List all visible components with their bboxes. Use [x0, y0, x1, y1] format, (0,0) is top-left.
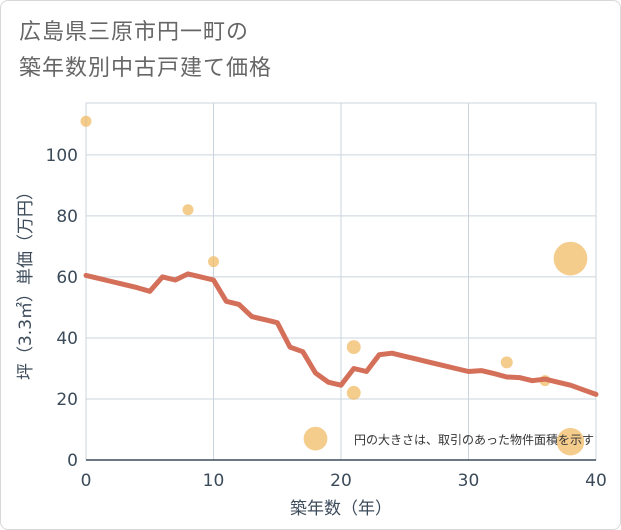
y-tick-label-100: 100 [46, 146, 78, 166]
trend-line [83, 271, 599, 397]
x-tick-label-40: 40 [585, 471, 607, 491]
size-note: 円の大きさは、取引のあった物件面積を示す [354, 432, 594, 447]
x-tick-label-20: 20 [330, 471, 352, 491]
y-tick-label-60: 60 [56, 268, 78, 288]
data-point-4 [346, 340, 361, 355]
grid-lines [85, 103, 597, 461]
data-point-9 [556, 427, 585, 456]
chart-title-line-2: 築年数別中古戸建て価格 [19, 56, 273, 81]
data-point-8 [553, 241, 588, 276]
x-tick-label-30: 30 [458, 471, 480, 491]
tick-labels: 0 10 20 30 40 0 20 40 60 80 100 [46, 146, 607, 491]
y-axis-label: 坪（3.3㎡）単価（万円） [16, 183, 36, 380]
data-point-3 [303, 426, 328, 451]
y-tick-label-80: 80 [56, 207, 78, 227]
chart-title: 広島県三原市円一町の 築年数別中古戸建て価格 [19, 15, 272, 87]
chart-title-line-1: 広島県三原市円一町の [19, 20, 250, 45]
data-point-1 [182, 204, 194, 216]
x-tick-label-10: 10 [203, 471, 225, 491]
data-points [80, 115, 588, 456]
y-tick-label-0: 0 [67, 451, 78, 471]
data-point-2 [208, 256, 219, 268]
data-point-0 [80, 115, 92, 127]
plot-frame [85, 102, 597, 461]
data-point-6 [500, 356, 513, 369]
x-tick-label-0: 0 [81, 471, 92, 491]
trend-line-group [83, 271, 599, 397]
y-tick-label-20: 20 [56, 390, 78, 410]
data-point-5 [346, 385, 361, 400]
x-axis-label: 築年数（年） [290, 499, 392, 519]
y-tick-label-40: 40 [56, 329, 78, 349]
